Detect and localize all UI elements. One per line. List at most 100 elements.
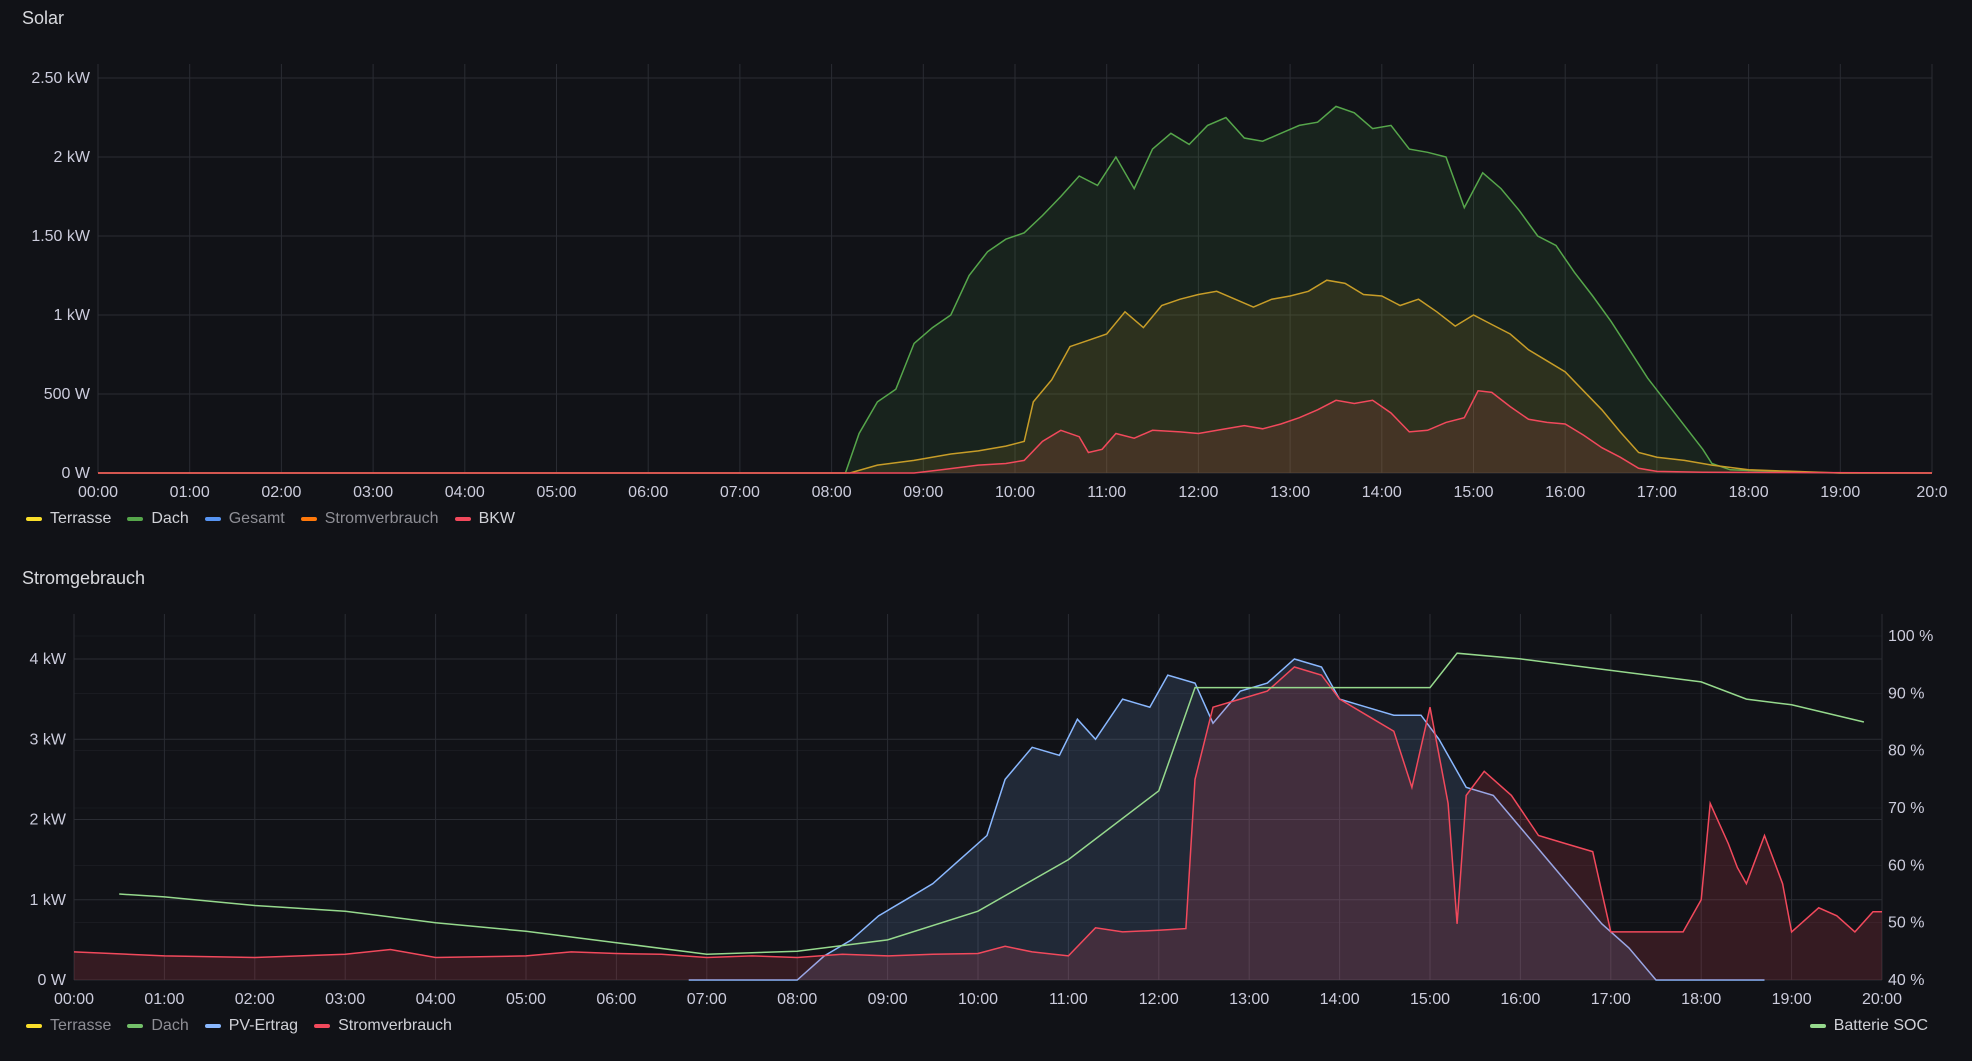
x-tick-label: 11:00 (1049, 991, 1088, 1008)
series-area-pv-ertrag (688, 659, 1765, 980)
x-tick-label: 08:00 (812, 484, 852, 501)
legend-swatch (314, 1024, 331, 1028)
panel-title[interactable]: Stromgebrauch (22, 568, 146, 588)
legend-label: Stromverbrauch (324, 510, 439, 527)
x-tick-label: 04:00 (445, 484, 485, 501)
x-tick-label: 20:0 (1916, 484, 1947, 501)
legend-swatch (127, 1024, 144, 1028)
y-right-tick-label: 50 % (1888, 915, 1924, 932)
x-tick-label: 13:00 (1270, 484, 1310, 501)
x-tick-label: 02:00 (261, 484, 301, 501)
legend-swatch (26, 517, 42, 521)
x-tick-label: 07:00 (687, 991, 727, 1008)
x-tick-label: 04:00 (416, 991, 456, 1008)
x-tick-label: 10:00 (958, 991, 998, 1008)
x-tick-label: 05:00 (506, 991, 546, 1008)
x-tick-label: 02:00 (235, 991, 275, 1008)
x-tick-label: 09:00 (868, 991, 908, 1008)
x-tick-label: 17:00 (1591, 991, 1631, 1008)
stromgebrauch-chart: 0 W 1 kW 2 kW 3 kW 4 kW 40 % 50 % 60 % 70 % 80 % 9… (30, 614, 1933, 1008)
x-tick-label: 15:00 (1410, 991, 1450, 1008)
y-right-tick-label: 70 % (1888, 800, 1924, 817)
x-tick-label: 15:00 (1453, 484, 1493, 501)
y-tick-label: 1 kW (30, 892, 67, 909)
legend-item-pv-ertrag[interactable]: PV-Ertrag (204, 1017, 299, 1035)
series-area-terrasse (98, 280, 1932, 473)
x-tick-label: 10:00 (995, 484, 1035, 501)
x-tick-label: 16:00 (1545, 484, 1585, 501)
y-tick-label: 0 W (62, 465, 91, 482)
x-tick-label: 14:00 (1362, 484, 1402, 501)
x-tick-label: 09:00 (903, 484, 943, 501)
legend-item-dach[interactable]: Dach (127, 1017, 189, 1035)
x-tick-label: 18:00 (1729, 484, 1769, 501)
x-tick-label: 03:00 (353, 484, 393, 501)
x-tick-label: 01:00 (144, 991, 184, 1008)
y-tick-label: 2 kW (30, 812, 67, 829)
solar-panel: Solar 0 W 500 W 1 kW 1.50 kW 2 kW 2.50 kW 00:0… (22, 8, 1948, 528)
y-tick-label: 2.50 kW (31, 70, 91, 87)
legend-item-terrasse[interactable]: Terrasse (26, 510, 111, 528)
x-tick-label: 00:00 (54, 991, 94, 1008)
series-line-terrasse (98, 279, 1932, 474)
solar-legend: Terrasse Dach Gesamt Stromverbrauch BKW (26, 510, 515, 528)
legend-item-batterie-soc[interactable]: Batterie SOC (1809, 1017, 1928, 1035)
x-tick-label: 17:00 (1637, 484, 1677, 501)
legend-item-stromverbrauch[interactable]: Stromverbrauch (300, 510, 439, 528)
y-right-tick-label: 80 % (1888, 743, 1924, 760)
legend-label: Terrasse (50, 1017, 112, 1034)
x-tick-label: 16:00 (1500, 991, 1540, 1008)
x-tick-label: 11:00 (1087, 484, 1126, 501)
legend-swatch (454, 517, 471, 521)
legend-swatch (127, 517, 144, 521)
legend-swatch (204, 1024, 221, 1028)
y-tick-label: 3 kW (30, 731, 67, 748)
legend-swatch (1809, 1024, 1826, 1028)
legend-label: Gesamt (228, 510, 285, 527)
series-line-pv-ertrag (688, 658, 1765, 981)
legend-item-stromverbrauch[interactable]: Stromverbrauch (314, 1017, 452, 1035)
y-right-tick-label: 40 % (1888, 972, 1924, 989)
y-right-tick-label: 100 % (1888, 628, 1933, 645)
legend-label: PV-Ertrag (228, 1017, 299, 1034)
x-tick-label: 06:00 (628, 484, 668, 501)
x-tick-label: 07:00 (720, 484, 760, 501)
series-line-batterie-soc (119, 652, 1865, 955)
x-tick-label: 19:00 (1820, 484, 1860, 501)
x-tick-label: 18:00 (1681, 991, 1721, 1008)
legend-label: Batterie SOC (1833, 1017, 1928, 1034)
solar-chart: 0 W 500 W 1 kW 1.50 kW 2 kW 2.50 kW 00:00 01:00… (31, 64, 1948, 501)
legend-label: BKW (478, 510, 516, 527)
legend-swatch (204, 517, 221, 521)
series-area-stromverbrauch (74, 667, 1882, 980)
x-tick-label: 08:00 (777, 991, 817, 1008)
legend-item-gesamt[interactable]: Gesamt (204, 510, 285, 528)
x-tick-label: 05:00 (536, 484, 576, 501)
x-tick-label: 14:00 (1320, 991, 1360, 1008)
x-tick-label: 06:00 (596, 991, 636, 1008)
stromgebrauch-legend: Terrasse Dach PV-Ertrag Stromverbrauch (26, 1017, 452, 1035)
legend-label: Dach (151, 510, 189, 527)
legend-swatch (26, 1024, 42, 1028)
series-line-dach (98, 105, 1932, 474)
y-tick-label: 0 W (38, 972, 67, 989)
x-tick-label: 00:00 (78, 484, 118, 501)
series-area-bkw (98, 390, 1932, 473)
x-tick-label: 03:00 (325, 991, 365, 1008)
panel-title[interactable]: Solar (22, 8, 65, 28)
legend-label: Dach (151, 1017, 189, 1034)
y-right-tick-label: 90 % (1888, 685, 1924, 702)
x-tick-label: 01:00 (170, 484, 210, 501)
x-tick-label: 12:00 (1139, 991, 1179, 1008)
x-tick-label: 19:00 (1772, 991, 1812, 1008)
legend-label: Terrasse (50, 510, 112, 527)
series-line-stromverbrauch (73, 666, 1882, 959)
legend-item-bkw[interactable]: BKW (454, 510, 516, 528)
series-line-bkw (98, 389, 1933, 474)
x-tick-label: 20:00 (1862, 991, 1902, 1008)
x-tick-label: 13:00 (1229, 991, 1269, 1008)
y-tick-label: 1.50 kW (31, 228, 91, 245)
legend-swatch (300, 517, 317, 521)
legend-item-dach[interactable]: Dach (127, 510, 189, 528)
legend-item-terrasse[interactable]: Terrasse (26, 1017, 111, 1035)
